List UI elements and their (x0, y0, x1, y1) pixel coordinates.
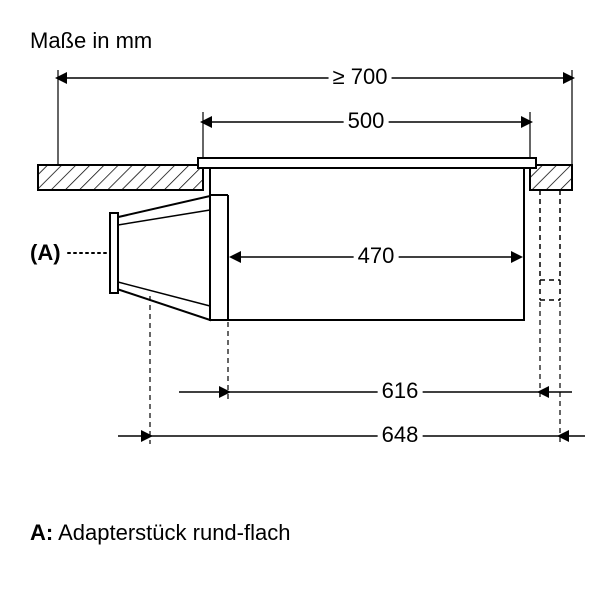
adapter-piece (110, 196, 210, 320)
legend-text: Adapterstück rund-flach (58, 520, 290, 545)
dim-label-700: ≥ 700 (329, 64, 392, 90)
right-projection (540, 190, 560, 300)
dim-label-500: 500 (344, 108, 389, 134)
dim-label-648: 648 (378, 422, 423, 448)
drawing-canvas (0, 0, 600, 600)
legend: A: Adapterstück rund-flach (30, 520, 290, 546)
dim-label-470: 470 (354, 243, 399, 269)
legend-key: A: (30, 520, 53, 545)
dim-label-616: 616 (378, 378, 423, 404)
annotation-a: (A) (30, 240, 61, 266)
extension-lines (58, 70, 572, 165)
cooktop-plate (198, 158, 536, 168)
countertop-left (38, 165, 203, 190)
